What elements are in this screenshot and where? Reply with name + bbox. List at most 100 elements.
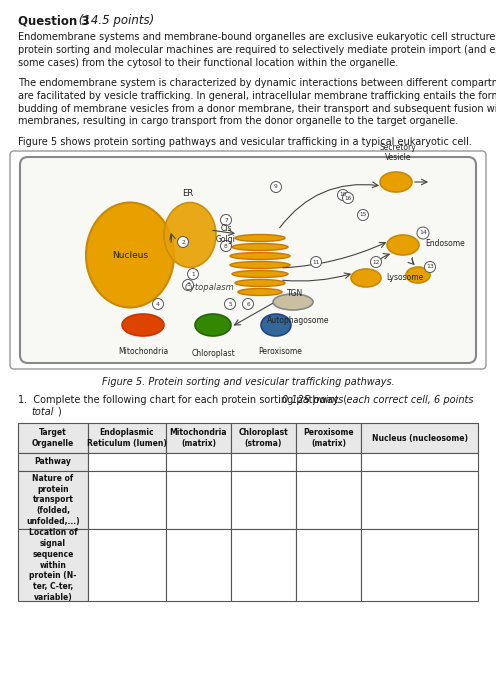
Text: Endoplasmic
Reticulum (lumen): Endoplasmic Reticulum (lumen) xyxy=(87,428,167,448)
Text: 10: 10 xyxy=(339,193,347,197)
Ellipse shape xyxy=(230,262,290,269)
Circle shape xyxy=(152,298,164,309)
Bar xyxy=(166,529,231,601)
Text: Endomembrane systems and membrane-bound organelles are exclusive eukaryotic cell: Endomembrane systems and membrane-bound … xyxy=(18,32,496,68)
Ellipse shape xyxy=(387,235,419,255)
Circle shape xyxy=(270,181,282,193)
Text: ER: ER xyxy=(183,188,193,197)
Ellipse shape xyxy=(273,294,313,310)
Circle shape xyxy=(225,298,236,309)
Text: 1: 1 xyxy=(191,272,195,276)
Bar xyxy=(231,529,296,601)
Circle shape xyxy=(221,241,232,251)
Bar xyxy=(18,471,88,529)
Ellipse shape xyxy=(351,269,381,287)
Bar xyxy=(18,529,88,601)
Text: 11: 11 xyxy=(312,260,319,265)
Bar xyxy=(88,453,166,471)
Bar xyxy=(231,471,296,529)
FancyBboxPatch shape xyxy=(10,151,486,369)
Text: total: total xyxy=(31,407,54,417)
Circle shape xyxy=(187,269,198,279)
Circle shape xyxy=(221,214,232,225)
Ellipse shape xyxy=(232,270,288,277)
Bar xyxy=(231,423,296,453)
Bar xyxy=(88,529,166,601)
Text: 3: 3 xyxy=(186,283,190,288)
Text: 1.  Complete the following chart for each protein sorting pathway. (: 1. Complete the following chart for each… xyxy=(18,395,347,405)
Text: (14.5 points): (14.5 points) xyxy=(75,14,154,27)
Bar xyxy=(296,471,361,529)
Text: 2: 2 xyxy=(181,239,185,244)
Text: Location of
signal
sequence
within
protein (N-
ter, C-ter,
variable): Location of signal sequence within prote… xyxy=(29,528,77,602)
Bar xyxy=(88,423,166,453)
Bar xyxy=(361,453,478,471)
Text: 4: 4 xyxy=(156,302,160,307)
Text: Nucleus: Nucleus xyxy=(112,251,148,260)
Text: Target
Organelle: Target Organelle xyxy=(32,428,74,448)
Circle shape xyxy=(358,209,369,220)
Bar xyxy=(88,471,166,529)
Bar xyxy=(361,471,478,529)
Text: 14: 14 xyxy=(419,230,427,235)
Bar xyxy=(231,453,296,471)
Text: Mitochondria: Mitochondria xyxy=(118,347,168,356)
Text: Endosome: Endosome xyxy=(425,239,465,248)
Text: 6: 6 xyxy=(246,302,250,307)
Text: 13: 13 xyxy=(426,265,434,270)
Text: Lysosome: Lysosome xyxy=(386,274,423,283)
Text: Cytopalasm: Cytopalasm xyxy=(185,284,235,293)
FancyBboxPatch shape xyxy=(20,157,476,363)
Bar xyxy=(18,453,88,471)
Ellipse shape xyxy=(235,234,285,241)
Text: Peroxisome: Peroxisome xyxy=(258,347,302,356)
Bar xyxy=(361,423,478,453)
Circle shape xyxy=(243,298,253,309)
Text: The endomembrane system is characterized by dynamic interactions between differe: The endomembrane system is characterized… xyxy=(18,78,496,127)
Text: 8: 8 xyxy=(224,244,228,248)
Text: 0.125 points each correct cell, 6 points: 0.125 points each correct cell, 6 points xyxy=(282,395,474,405)
Circle shape xyxy=(417,227,429,239)
Circle shape xyxy=(310,256,321,267)
Text: Nucleus (nucleosome): Nucleus (nucleosome) xyxy=(372,433,468,442)
Circle shape xyxy=(337,190,349,200)
Circle shape xyxy=(343,193,354,204)
Text: Figure 5 shows protein sorting pathways and vesicular trafficking in a typical e: Figure 5 shows protein sorting pathways … xyxy=(18,137,472,147)
Ellipse shape xyxy=(195,314,231,336)
Ellipse shape xyxy=(232,244,288,251)
Ellipse shape xyxy=(164,202,216,267)
Text: Nature of
protein
transport
(folded,
unfolded,...): Nature of protein transport (folded, unf… xyxy=(26,474,80,526)
Text: Secretory
Vesicle: Secretory Vesicle xyxy=(379,143,416,162)
Text: Chloroplast: Chloroplast xyxy=(191,349,235,358)
Text: Peroxisome
(matrix): Peroxisome (matrix) xyxy=(303,428,354,448)
Text: 12: 12 xyxy=(372,260,379,265)
Text: Mitochondria
(matrix): Mitochondria (matrix) xyxy=(170,428,227,448)
Text: ): ) xyxy=(57,407,61,417)
Ellipse shape xyxy=(122,314,164,336)
Ellipse shape xyxy=(238,288,282,295)
Text: Cis
Golgi: Cis Golgi xyxy=(216,224,236,244)
Text: Chloroplast
(stroma): Chloroplast (stroma) xyxy=(239,428,288,448)
Ellipse shape xyxy=(406,267,430,283)
Bar xyxy=(361,529,478,601)
Text: 7: 7 xyxy=(224,218,228,223)
Ellipse shape xyxy=(86,202,174,307)
Text: Figure 5. Protein sorting and vesicular trafficking pathways.: Figure 5. Protein sorting and vesicular … xyxy=(102,377,394,387)
Bar xyxy=(166,423,231,453)
Circle shape xyxy=(425,262,435,272)
Ellipse shape xyxy=(235,279,285,286)
Bar xyxy=(18,423,88,453)
Text: Pathway: Pathway xyxy=(35,458,71,466)
Circle shape xyxy=(371,256,381,267)
Bar xyxy=(296,529,361,601)
Text: Autophagosome: Autophagosome xyxy=(267,316,329,325)
Text: Question 3: Question 3 xyxy=(18,14,89,27)
Text: 15: 15 xyxy=(359,213,367,218)
Bar xyxy=(296,453,361,471)
Ellipse shape xyxy=(261,314,291,336)
Bar xyxy=(166,471,231,529)
Bar xyxy=(166,453,231,471)
Bar xyxy=(296,423,361,453)
Text: 9: 9 xyxy=(274,185,278,190)
Text: 5: 5 xyxy=(228,302,232,307)
